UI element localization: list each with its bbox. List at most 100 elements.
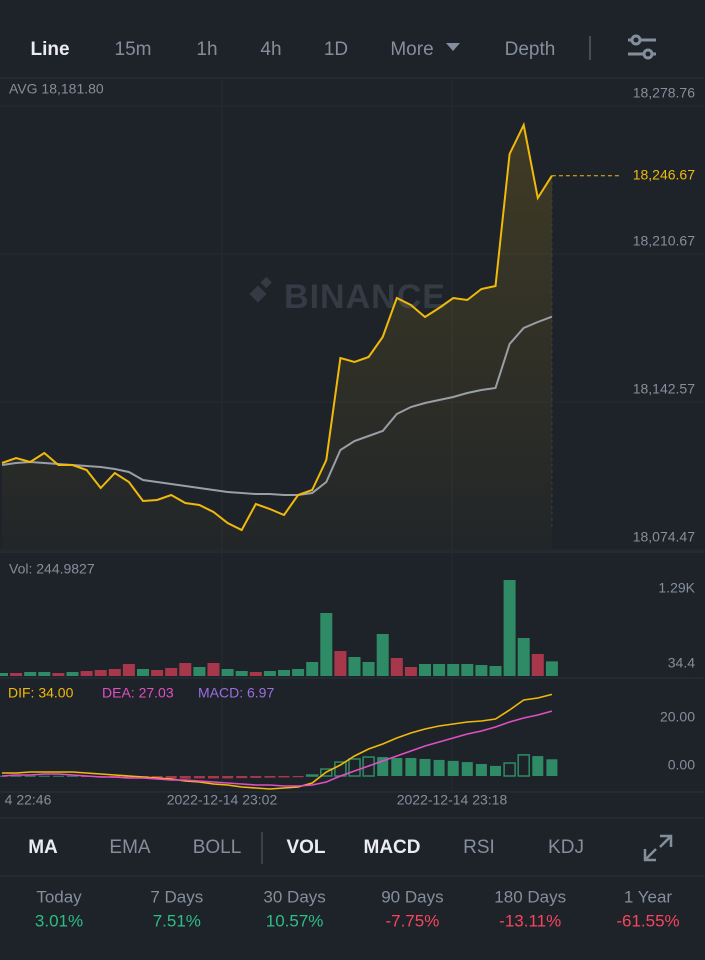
y-tick-label: 18,210.67: [633, 233, 695, 249]
current-price-label: 18,246.67: [633, 166, 695, 182]
macd-bar: [433, 759, 445, 776]
macd-bar: [419, 758, 431, 776]
volume-bar: [263, 670, 276, 676]
interval-tab[interactable]: 1D: [324, 39, 348, 60]
logo-part: [249, 285, 267, 303]
stat-value: -61.55%: [616, 911, 679, 930]
macd-bar: [151, 775, 163, 779]
icon-knob: [642, 48, 654, 60]
stat-value: 3.01%: [35, 911, 83, 930]
indicator-tab[interactable]: RSI: [463, 837, 495, 858]
y-tick-label: 20.00: [660, 709, 695, 725]
interval-tab[interactable]: 15m: [115, 39, 152, 60]
volume-bar: [137, 668, 149, 676]
macd-bar: [165, 775, 177, 779]
legend-entry: MACD: 6.97: [198, 685, 274, 701]
macd-bar: [503, 762, 516, 777]
stat-value: 10.57%: [266, 911, 324, 930]
y-tick-label: 1.29K: [658, 580, 695, 596]
icon-arrows: [643, 834, 673, 862]
stat-label: 90 Days: [381, 887, 443, 906]
interval-tab[interactable]: Depth: [505, 39, 556, 60]
stat-label: 1 Year: [624, 887, 673, 906]
volume-bar: [278, 670, 290, 676]
macd-bar: [490, 765, 501, 776]
volume-bar: [52, 672, 65, 676]
macd-bar: [362, 756, 375, 777]
volume-bar: [447, 664, 460, 676]
volume-bar: [24, 672, 37, 676]
macd-bar: [179, 775, 191, 779]
volume-bar: [38, 672, 51, 676]
volume-bar: [376, 634, 389, 676]
macd-bar: [447, 760, 459, 776]
volume-bar: [235, 670, 248, 676]
stat-label: 180 Days: [494, 887, 566, 906]
volume-bar: [207, 662, 220, 676]
legend-entry: DIF: 34.00: [8, 685, 74, 701]
interval-tab[interactable]: Line: [30, 39, 69, 60]
macd-bar: [278, 775, 290, 778]
volume-bar: [531, 654, 544, 676]
macd-bar: [377, 757, 389, 776]
stat-value: -13.11%: [499, 911, 561, 930]
indicator-tab[interactable]: EMA: [109, 837, 151, 858]
watermark: BINANCE: [284, 278, 446, 316]
macd-line: [2, 693, 553, 790]
volume-bar: [475, 664, 488, 676]
macd-bar: [123, 775, 135, 779]
watermark-logo: [249, 276, 272, 303]
interval-tab[interactable]: 1h: [196, 39, 217, 60]
volume-bar: [179, 662, 192, 676]
macd-bar: [546, 759, 558, 776]
indicator-tab[interactable]: MACD: [364, 837, 421, 858]
volume-bar: [249, 672, 262, 676]
y-tick-label: 34.4: [668, 655, 695, 671]
price-line: [1, 121, 553, 532]
volume-bar: [10, 672, 23, 676]
volume-bar: [461, 664, 474, 676]
indicator-tab[interactable]: BOLL: [193, 837, 242, 858]
macd-bar: [193, 775, 205, 779]
volume-bar: [94, 670, 107, 676]
logo-part: [260, 276, 272, 289]
icon-knob: [630, 34, 642, 46]
macd-line: [1, 710, 553, 787]
volume-bar: [151, 670, 164, 676]
macd-bar: [250, 775, 262, 778]
macd-bar: [320, 768, 333, 777]
macd-bar: [38, 775, 50, 777]
indicator-tab[interactable]: MA: [28, 837, 58, 858]
macd-bar: [24, 775, 36, 777]
volume-bar: [122, 664, 135, 676]
legend-entry: DEA: 27.03: [102, 685, 174, 701]
macd-bar: [10, 775, 22, 777]
price-area: [2, 125, 552, 550]
macd-bar: [264, 775, 276, 778]
y-tick-label: 18,278.76: [633, 85, 695, 101]
expand-icon[interactable]: [643, 834, 673, 862]
volume-bar: [221, 668, 234, 676]
interval-tab[interactable]: More: [390, 39, 433, 60]
volume-bar: [489, 666, 502, 676]
macd-bar: [348, 758, 361, 777]
macd-bar: [461, 762, 473, 776]
macd-bar: [532, 756, 544, 776]
indicator-tab[interactable]: VOL: [286, 837, 325, 858]
volume-bar: [80, 670, 93, 676]
settings-icon[interactable]: [628, 34, 656, 60]
macd-bar: [305, 774, 319, 777]
volume-bar: [292, 668, 305, 676]
macd-bar: [208, 775, 219, 779]
avg-label: AVG 18,181.80: [9, 81, 104, 97]
interval-tab[interactable]: 4h: [260, 39, 281, 60]
x-tick-label: 4 22:46: [5, 792, 52, 808]
price-line: [1, 315, 553, 496]
vol-label: Vol: 244.9827: [9, 561, 95, 577]
volume-bar: [193, 666, 206, 676]
volume-bar: [334, 650, 347, 676]
volume-bar: [433, 664, 446, 676]
indicator-tab[interactable]: KDJ: [548, 837, 584, 858]
volume-bar: [503, 580, 516, 676]
